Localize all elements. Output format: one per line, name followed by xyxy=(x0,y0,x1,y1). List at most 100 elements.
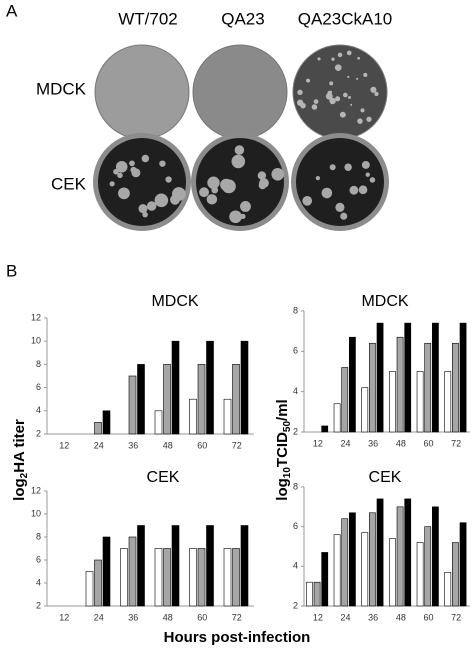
x-tick-label: 36 xyxy=(128,612,138,622)
plaque xyxy=(141,154,150,163)
plaque xyxy=(138,204,148,214)
plaque xyxy=(334,64,342,71)
plaque xyxy=(220,178,233,191)
plaque xyxy=(240,201,251,212)
x-tick-label: 48 xyxy=(163,440,173,450)
y-tick-label: 6 xyxy=(36,382,41,392)
bar xyxy=(389,371,396,433)
plaque xyxy=(146,201,157,211)
plaque xyxy=(297,89,303,96)
y-tick-label: 2 xyxy=(293,600,298,610)
plaque xyxy=(329,81,334,86)
plaque xyxy=(313,99,319,104)
bar xyxy=(102,410,111,435)
plaque xyxy=(271,167,285,181)
plaque xyxy=(337,52,343,58)
chart-title: CEK xyxy=(147,469,180,486)
y-tick-label: 12 xyxy=(31,312,41,322)
bar xyxy=(416,542,424,607)
row-label: MDCK xyxy=(36,79,87,98)
row-label: CEK xyxy=(51,174,87,193)
plaque xyxy=(346,50,352,56)
bar xyxy=(154,410,163,435)
y-tick-label: 2 xyxy=(36,428,41,438)
x-tick-label: 24 xyxy=(94,440,104,450)
x-tick-label: 12 xyxy=(59,612,69,622)
bar xyxy=(94,559,102,607)
plaque xyxy=(109,181,115,187)
plaque xyxy=(360,108,365,113)
chart-title: CEK xyxy=(369,469,402,486)
y-tick-label: 10 xyxy=(31,508,41,518)
plaque xyxy=(358,185,368,195)
y-tick-label: 12 xyxy=(31,485,41,495)
x-tick-label: 60 xyxy=(423,612,433,622)
label-part: /ml xyxy=(274,399,291,421)
bar xyxy=(206,340,214,435)
bar xyxy=(197,364,206,435)
plaque xyxy=(374,91,379,97)
x-tick-label: 12 xyxy=(59,440,69,450)
bar xyxy=(432,322,439,433)
plaque xyxy=(115,160,128,173)
plaque xyxy=(300,102,306,109)
plaque xyxy=(369,177,376,183)
x-tick-label: 60 xyxy=(197,440,207,450)
plate xyxy=(192,44,288,140)
bar xyxy=(154,548,163,607)
y-tick-label: 4 xyxy=(36,577,41,587)
panel-label: A xyxy=(6,1,18,20)
x-tick-label: 72 xyxy=(232,440,242,450)
plaque xyxy=(350,103,353,106)
plaque xyxy=(344,163,352,171)
y-tick-label: 2 xyxy=(293,426,298,436)
plates xyxy=(93,44,389,231)
bar xyxy=(396,506,404,607)
plaque xyxy=(339,111,346,118)
bar xyxy=(361,532,369,607)
bar xyxy=(349,336,356,433)
x-tick-label: 72 xyxy=(232,612,242,622)
plaque xyxy=(306,78,311,83)
column-label: QA23 xyxy=(221,9,264,28)
label-part: 50 xyxy=(282,421,293,433)
y-tick-label: 8 xyxy=(36,359,41,369)
x-tick-label: 36 xyxy=(128,440,138,450)
plaque xyxy=(347,75,350,78)
plaque xyxy=(130,166,137,174)
bar xyxy=(376,498,384,607)
label-part: TCID xyxy=(274,432,291,467)
plaque xyxy=(172,197,179,204)
plaque xyxy=(229,210,242,224)
bar xyxy=(171,340,180,435)
bar xyxy=(306,581,313,607)
plaque xyxy=(370,86,377,93)
bar xyxy=(333,534,341,607)
plaque xyxy=(340,212,348,220)
bar xyxy=(321,425,329,433)
bar xyxy=(189,398,197,435)
bar xyxy=(171,525,180,607)
bar xyxy=(452,542,459,607)
plaque xyxy=(356,77,359,80)
bar xyxy=(240,525,249,607)
x-tick-label: 48 xyxy=(396,612,406,622)
y-tick-label: 4 xyxy=(293,561,298,571)
plaque xyxy=(206,194,218,205)
bar xyxy=(452,342,459,433)
bar xyxy=(459,322,467,433)
bar xyxy=(321,552,329,607)
bar xyxy=(232,364,240,435)
bar xyxy=(389,538,396,607)
plaque xyxy=(118,187,130,200)
y-axis-label: log10TCID50/ml xyxy=(274,399,293,500)
plaque xyxy=(357,118,363,124)
x-tick-label: 36 xyxy=(368,612,378,622)
x-tick-label: 36 xyxy=(368,438,378,448)
plaque xyxy=(349,185,359,195)
y-tick-label: 8 xyxy=(293,305,298,315)
plaque xyxy=(363,72,368,77)
plaque xyxy=(117,172,123,179)
bar xyxy=(128,536,137,607)
plaque xyxy=(311,104,318,110)
